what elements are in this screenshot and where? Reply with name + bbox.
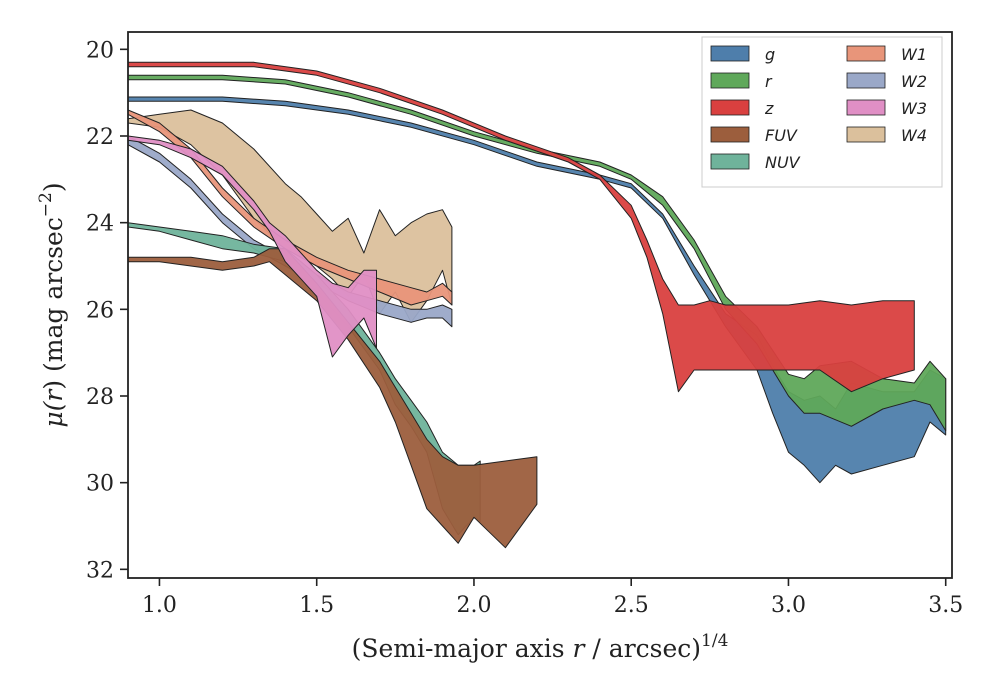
legend-label-w2: W2 <box>901 72 927 91</box>
y-tick-label: 20 <box>86 38 114 63</box>
band-z <box>127 61 915 393</box>
y-axis-ticks: 20 22 24 26 28 30 32 <box>86 38 128 583</box>
legend-label-w1: W1 <box>901 45 927 64</box>
y-tick-label: 24 <box>86 212 114 237</box>
legend-swatch-w1 <box>846 45 886 62</box>
x-tick-label: 3.5 <box>928 593 963 618</box>
band-w3 <box>127 135 377 358</box>
legend-label-nuv: NUV <box>765 153 801 172</box>
x-tick-label: 2.5 <box>614 593 649 618</box>
legend-label-r: r <box>765 72 773 91</box>
legend-label-g: g <box>765 45 775 64</box>
legend: grz FUV NUV W1 W2 W3 W4 <box>701 36 943 188</box>
legend-swatch-fuv <box>710 126 750 143</box>
y-tick-label: 32 <box>86 558 114 583</box>
legend-swatch-w3 <box>846 99 886 116</box>
band-g <box>127 96 947 484</box>
x-tick-label: 3.0 <box>771 593 806 618</box>
y-tick-label: 26 <box>86 298 114 323</box>
y-tick-label: 28 <box>86 385 114 410</box>
legend-swatch-nuv <box>710 153 750 170</box>
legend-swatch-z <box>710 99 750 116</box>
x-tick-label: 2.0 <box>456 593 491 618</box>
plot-frame <box>127 31 953 579</box>
legend-swatch-w4 <box>846 126 886 143</box>
legend-label-w3: W3 <box>901 99 927 118</box>
legend-swatch-g <box>710 45 750 62</box>
x-axis-title: (Semi-major axis r / arcsec)1/4 <box>352 631 729 663</box>
x-tick-label: 1.5 <box>299 593 334 618</box>
y-tick-label: 22 <box>86 125 114 150</box>
legend-swatch-w2 <box>846 72 886 89</box>
band-r <box>127 74 947 432</box>
legend-label-z: z <box>764 99 774 118</box>
x-axis-ticks: 1.0 1.5 2.0 2.5 3.0 3.5 <box>142 578 963 618</box>
series-bands <box>127 61 947 549</box>
band-w1 <box>127 109 453 306</box>
legend-swatch-r <box>710 72 750 89</box>
legend-label-w4: W4 <box>901 126 927 145</box>
x-tick-label: 1.0 <box>142 593 177 618</box>
legend-label-fuv: FUV <box>765 126 798 145</box>
y-axis-title: μ(r) (mag arcsec−2) <box>36 182 68 427</box>
y-tick-label: 30 <box>86 472 114 497</box>
